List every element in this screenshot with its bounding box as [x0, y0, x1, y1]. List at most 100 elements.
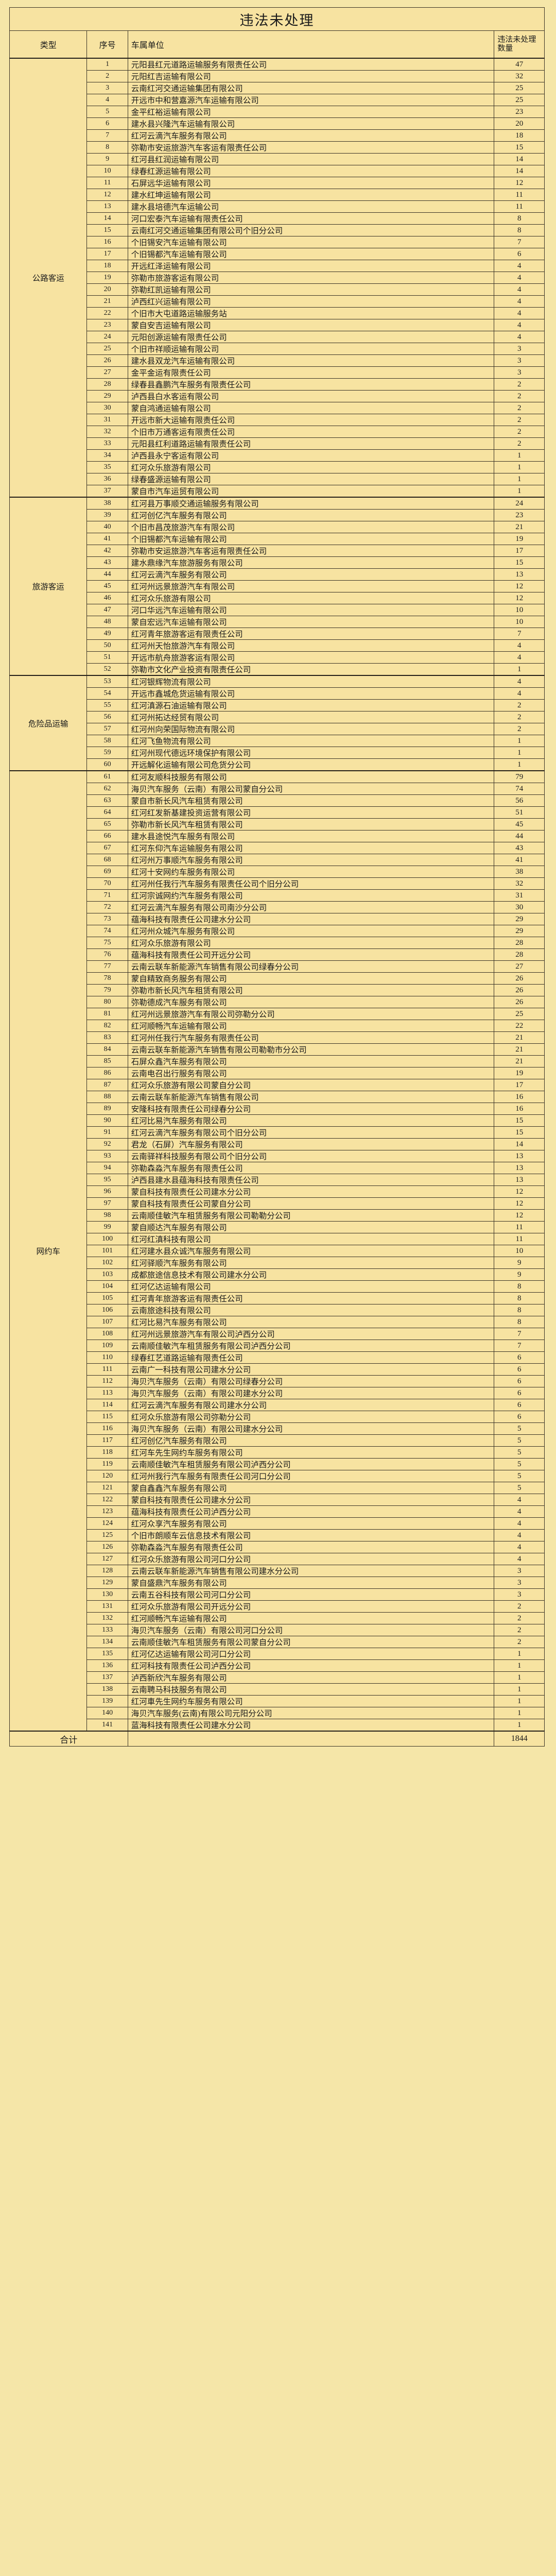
row-qty: 8 — [494, 1280, 545, 1293]
table-row: 102 红河驿顺汽车服务有限公司 9 — [10, 1257, 545, 1269]
row-unit: 云南顺佳敏汽车租赁服务有限公司蒙自分公司 — [127, 1636, 495, 1648]
row-unit: 红河众乐旅游有限公司开远分公司 — [127, 1600, 495, 1613]
row-qty: 3 — [494, 343, 545, 355]
table-row: 71 红河宗诚网约汽车服务有限公司 31 — [10, 889, 545, 902]
row-unit: 蒙自精致商务服务有限公司 — [127, 972, 495, 985]
table-row: 105 红河青年旅游客运有限责任公司 8 — [10, 1292, 545, 1304]
row-unit: 红河科技有限责任公司泸西分公司 — [127, 1659, 495, 1672]
row-qty: 5 — [494, 1434, 545, 1447]
table-row: 26 建水县双龙汽车运输有限公司 3 — [10, 354, 545, 367]
row-unit: 红河州远景旅游汽车有限公司弥勒分公司 — [127, 1008, 495, 1020]
row-qty: 11 — [494, 1233, 545, 1245]
row-qty: 5 — [494, 1470, 545, 1482]
row-qty: 3 — [494, 1565, 545, 1577]
row-unit: 个旧市朗顺车云信息技术有限公司 — [127, 1529, 495, 1541]
table-row: 39 红河创亿汽车服务有限公司 23 — [10, 509, 545, 521]
row-seq: 94 — [86, 1162, 128, 1174]
table-row: 136 红河科技有限责任公司泸西分公司 1 — [10, 1659, 545, 1672]
table-row: 91 红河云滴汽车服务有限公司个旧分公司 15 — [10, 1126, 545, 1139]
row-qty: 2 — [494, 699, 545, 711]
row-unit: 个旧市祥顺运输有限公司 — [127, 343, 495, 355]
row-seq: 51 — [86, 651, 128, 664]
table-row: 98 云南顺佳敏汽车租赁服务有限公司勒勒分公司 12 — [10, 1209, 545, 1222]
row-qty: 4 — [494, 283, 545, 296]
table-row: 92 君龙（石屏）汽车服务有限公司 14 — [10, 1138, 545, 1150]
table-row: 64 红河红发新基建投资运营有限公司 51 — [10, 806, 545, 819]
row-qty: 25 — [494, 82, 545, 94]
row-qty: 17 — [494, 545, 545, 557]
title-row: 违法未处理 — [9, 7, 545, 31]
row-seq: 114 — [86, 1399, 128, 1411]
row-qty: 1 — [494, 747, 545, 759]
row-qty: 20 — [494, 117, 545, 130]
table-row: 118 红河车先生网约车服务有限公司 5 — [10, 1446, 545, 1459]
table-row: 62 海贝汽车服务（云南）有限公司蒙自分公司 74 — [10, 783, 545, 795]
table-row: 危险品运输 53 红河银辉物流有限公司 4 — [9, 675, 545, 771]
table-row: 13 建水县培德汽车运输公司 11 — [10, 200, 545, 213]
row-unit: 云南云联车新能源汽车销售有限公司 — [127, 1091, 495, 1103]
table-row: 52 弥勒市文化产业投资有限责任公司 1 — [10, 663, 545, 676]
table-row: 9 红河县红润运输有限公司 14 — [10, 153, 545, 165]
row-qty: 4 — [494, 651, 545, 664]
row-seq: 1 — [86, 58, 128, 71]
table-row: 117 红河创亿汽车服务有限公司 5 — [10, 1434, 545, 1447]
row-unit: 开远红泽运输有限公司 — [127, 260, 495, 272]
table-row: 126 弥勒森淼汽车服务有限责任公司 4 — [10, 1541, 545, 1553]
row-unit: 弥勒市安运旅游汽车客运有限责任公司 — [127, 141, 495, 154]
row-unit: 绿春红艺道路运输有限责任公司 — [127, 1351, 495, 1364]
row-unit: 开远市航舟旅游客运有限公司 — [127, 651, 495, 664]
row-unit: 泸西新欣汽车服务有限公司 — [127, 1671, 495, 1684]
row-qty: 6 — [494, 1351, 545, 1364]
row-seq: 120 — [86, 1470, 128, 1482]
row-unit: 元阳红吉运输有限公司 — [127, 70, 495, 82]
row-seq: 91 — [86, 1126, 128, 1139]
table-row: 51 开远市航舟旅游客运有限公司 4 — [10, 651, 545, 664]
category-label: 旅游客运 — [9, 497, 88, 676]
row-unit: 红河红滇科技有限公司 — [127, 1233, 495, 1245]
row-unit: 红河驿顺汽车服务有限公司 — [127, 1257, 495, 1269]
table-row: 14 河口宏泰汽车运输有限责任公司 8 — [10, 212, 545, 225]
row-seq: 111 — [86, 1363, 128, 1376]
table-row: 30 蒙自鸿通运输有限公司 2 — [10, 402, 545, 414]
table-row: 104 红河亿达运输有限公司 8 — [10, 1280, 545, 1293]
row-unit: 云南旅途科技有限公司 — [127, 1304, 495, 1316]
row-seq: 73 — [86, 913, 128, 925]
row-qty: 13 — [494, 1150, 545, 1162]
table-row: 101 红河建水县众诚汽车服务有限公司 10 — [10, 1245, 545, 1257]
table-row: 106 云南旅途科技有限公司 8 — [10, 1304, 545, 1316]
row-unit: 云南顺佳敏汽车租赁服务有限公司泸西分公司 — [127, 1340, 495, 1352]
row-unit: 个旧锡都汽车运输有限公司 — [127, 533, 495, 545]
row-qty: 4 — [494, 307, 545, 319]
table-row: 65 弥勒市新长风汽车租赁有限公司 45 — [10, 818, 545, 831]
row-unit: 元阳县红元道路运输服务有限责任公司 — [127, 58, 495, 71]
row-seq: 14 — [86, 212, 128, 225]
table-row: 旅游客运 38 红河县万事顺交通运输服务有限公司 24 — [9, 497, 545, 676]
row-unit: 海贝汽车服务（云南）有限公司建水分公司 — [127, 1387, 495, 1399]
table-row: 129 蒙自盛鼎汽车服务有限公司 3 — [10, 1577, 545, 1589]
row-seq: 103 — [86, 1268, 128, 1281]
row-unit: 红河州向荣国际物流有限公司 — [127, 723, 495, 735]
row-unit: 蒙自科技有限责任公司建水分公司 — [127, 1185, 495, 1198]
row-qty: 10 — [494, 616, 545, 628]
column-header-type: 类型 — [9, 30, 88, 59]
row-qty: 26 — [494, 996, 545, 1008]
row-qty: 16 — [494, 1091, 545, 1103]
row-qty: 10 — [494, 604, 545, 616]
row-qty: 11 — [494, 189, 545, 201]
row-unit: 红河众乐旅游有限公司 — [127, 592, 495, 604]
row-qty: 12 — [494, 580, 545, 592]
table-row: 89 安隆科技有限责任公司绿春分公司 16 — [10, 1103, 545, 1115]
violation-table: 违法未处理 类型 序号 车属单位 违法未处理数量 公路客运 1 元阳县红元道路运输服… — [9, 7, 545, 1747]
row-unit: 蕴海科技有限责任公司建水分公司 — [127, 913, 495, 925]
row-qty: 79 — [494, 770, 545, 783]
row-unit: 红河顺畅汽车运输有限公司 — [127, 1612, 495, 1624]
row-qty: 45 — [494, 818, 545, 831]
row-seq: 53 — [86, 675, 128, 688]
row-seq: 74 — [86, 925, 128, 937]
table-row: 76 蕴海科技有限责任公司开远分公司 28 — [10, 948, 545, 961]
table-row: 114 红河云滴汽车服务有限公司建水分公司 6 — [10, 1399, 545, 1411]
row-unit: 红河众乐旅游有限公司 — [127, 461, 495, 473]
row-unit: 红河州天怡旅游汽车有限公司 — [127, 639, 495, 652]
category-label: 危险品运输 — [9, 675, 88, 771]
row-unit: 红河云滴汽车服务有限公司建水分公司 — [127, 1399, 495, 1411]
